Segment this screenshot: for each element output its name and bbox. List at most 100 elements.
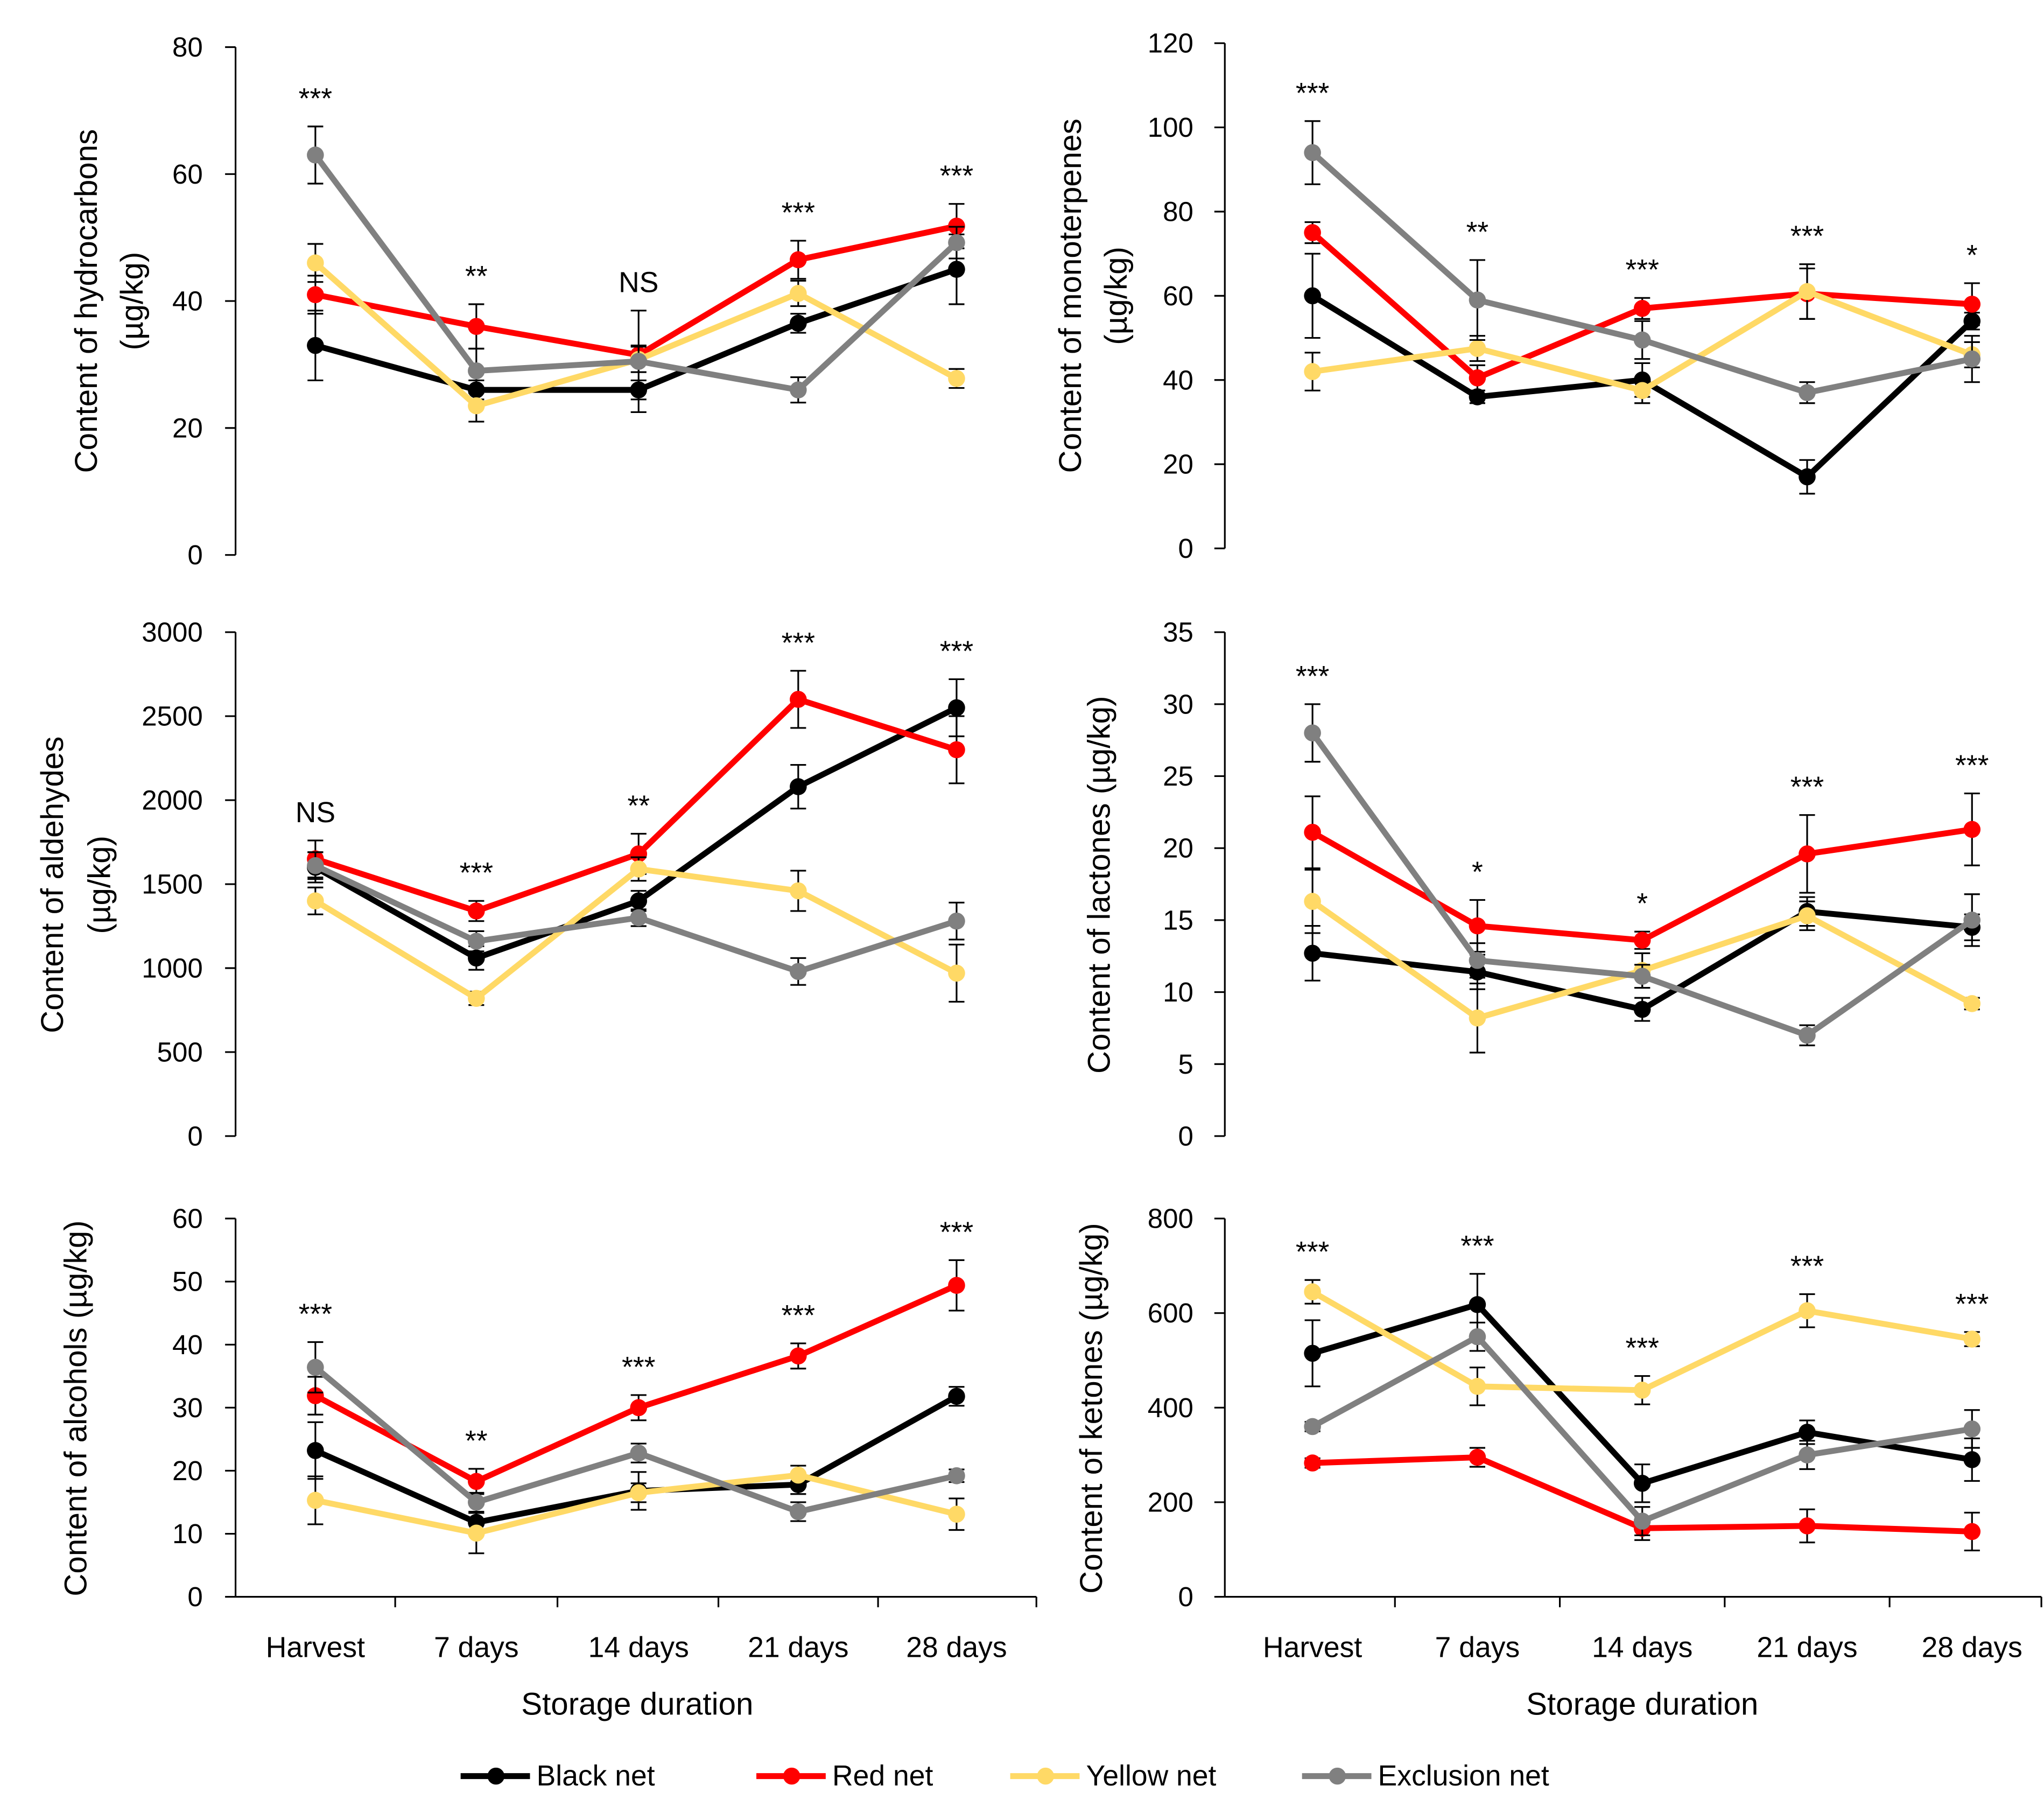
ketones-black-net-point: [1799, 1424, 1816, 1441]
alcohols-x-tick-label: 7 days: [434, 1631, 519, 1663]
alcohols-y-axis-title: Content of alcohols (µg/kg): [59, 1220, 94, 1596]
aldehydes-significance-label: NS: [296, 797, 335, 829]
hydrocarbons-y-axis-title: Content of hydrocarbons: [69, 129, 104, 473]
lactones-series-exclusion-net: [1304, 703, 1981, 1047]
aldehydes-yellow-net-point: [790, 882, 807, 900]
panel-hydrocarbons: 0 20 40 60 80 Content of hydrocarbons (µg/kg) *…: [69, 32, 973, 570]
aldehydes-exclusion-net-point: [790, 963, 807, 980]
alcohols-y-tick-label: 50: [172, 1266, 203, 1297]
lactones-exclusion-net-point: [1304, 724, 1321, 742]
alcohols-y-tick-label: 0: [187, 1581, 202, 1612]
aldehydes-y-axis-title: Content of aldehydes: [35, 737, 70, 1033]
alcohols-red-net-point: [948, 1277, 965, 1294]
lactones-black-net-point: [1304, 944, 1321, 962]
monoterpenes-exclusion-net-point: [1304, 144, 1321, 162]
monoterpenes-red-net-point: [1469, 369, 1486, 387]
lactones-significance-label: ***: [1955, 750, 1989, 782]
monoterpenes-yellow-net-point: [1469, 340, 1486, 357]
hydrocarbons-exclusion-net-point: [790, 381, 807, 398]
hydrocarbons-yellow-net-point: [948, 370, 965, 387]
ketones-red-net-point: [1799, 1517, 1816, 1535]
lactones-exclusion-net-point: [1633, 968, 1651, 985]
ketones-significance-label: ***: [1955, 1288, 1989, 1320]
alcohols-significance-label: ***: [782, 1300, 815, 1332]
alcohols-yellow-net-point: [948, 1505, 965, 1523]
ketones-exclusion-net-point: [1469, 1328, 1486, 1346]
aldehydes-y-tick-label: 500: [157, 1036, 203, 1067]
ketones-exclusion-net-point: [1304, 1418, 1321, 1435]
hydrocarbons-black-net-point: [948, 261, 965, 278]
hydrocarbons-significance-label: ***: [940, 160, 973, 192]
lactones-red-net-point: [1469, 917, 1486, 935]
legend-label: Exclusion net: [1378, 1760, 1549, 1792]
legend-item-black-net: Black net: [460, 1760, 655, 1792]
alcohols-exclusion-net-point: [630, 1444, 648, 1462]
aldehydes-yellow-net-point: [948, 964, 965, 982]
ketones-y-tick-label: 400: [1148, 1392, 1193, 1423]
hydrocarbons-y-tick-label: 20: [172, 412, 203, 443]
aldehydes-red-net-point: [630, 845, 648, 863]
alcohols-red-net-point: [468, 1473, 485, 1490]
monoterpenes-exclusion-net-point: [1469, 291, 1486, 309]
hydrocarbons-y-tick-label: 40: [172, 286, 203, 317]
monoterpenes-black-net-point: [1799, 468, 1816, 486]
ketones-yellow-net-point: [1304, 1283, 1321, 1301]
aldehydes-significance-label: **: [627, 790, 650, 822]
ketones-black-net-point: [1469, 1296, 1486, 1313]
aldehydes-black-net-point: [790, 778, 807, 795]
ketones-significance-label: ***: [1296, 1236, 1329, 1268]
ketones-x-tick-label: 28 days: [1922, 1631, 2022, 1663]
lactones-black-net-point: [1633, 1000, 1651, 1018]
hydrocarbons-significance-label: ***: [299, 83, 332, 115]
legend-item-yellow-net: Yellow net: [1010, 1760, 1217, 1792]
lactones-y-tick-label: 25: [1163, 761, 1193, 792]
ketones-significance-label: ***: [1790, 1251, 1824, 1283]
monoterpenes-exclusion-net-point: [1963, 350, 1981, 368]
ketones-x-tick-label: 7 days: [1435, 1631, 1520, 1663]
monoterpenes-y-tick-label: 20: [1163, 449, 1193, 480]
lactones-y-tick-label: 15: [1163, 905, 1193, 935]
aldehydes-yellow-net-point: [630, 860, 648, 878]
aldehydes-exclusion-net-point: [468, 933, 485, 950]
panel-lactones: 0 5 10 15 20 25 30 35 Content of lactones (µg/kg…: [1081, 617, 1989, 1152]
alcohols-black-net-point: [948, 1388, 965, 1405]
legend-label: Yellow net: [1086, 1760, 1217, 1792]
monoterpenes-significance-label: ***: [1625, 254, 1659, 286]
alcohols-x-tick-label: Harvest: [266, 1631, 365, 1663]
monoterpenes-y-axis-title: Content of monoterpenes: [1053, 118, 1088, 473]
monoterpenes-yellow-net-point: [1799, 283, 1816, 300]
ketones-black-net-point: [1633, 1475, 1651, 1492]
monoterpenes-y-tick-label: 100: [1148, 112, 1193, 143]
legend-label: Red net: [832, 1760, 933, 1792]
ketones-yellow-net-point: [1963, 1330, 1981, 1348]
lactones-y-tick-label: 30: [1163, 689, 1193, 719]
legend-swatch-marker: [783, 1767, 800, 1785]
alcohols-yellow-net-point: [307, 1491, 324, 1509]
lactones-yellow-net-point: [1963, 995, 1981, 1012]
ketones-exclusion-net-point: [1633, 1512, 1651, 1530]
monoterpenes-y-tick-label: 80: [1163, 196, 1193, 227]
alcohols-series-red-net: [307, 1259, 965, 1495]
legend-swatch-marker: [1329, 1767, 1346, 1785]
monoterpenes-series-exclusion-net: [1304, 120, 1981, 404]
lactones-y-tick-label: 20: [1163, 833, 1193, 864]
alcohols-y-tick-label: 30: [172, 1392, 203, 1423]
lactones-exclusion-net-point: [1963, 912, 1981, 929]
monoterpenes-significance-label: ***: [1296, 78, 1329, 109]
hydrocarbons-y-tick-label: 80: [172, 32, 203, 62]
legend-swatch-marker: [487, 1767, 505, 1785]
hydrocarbons-yellow-net-point: [468, 397, 485, 415]
monoterpenes-red-net-point: [1633, 300, 1651, 317]
aldehydes-y-axis-title: (µg/kg): [82, 836, 117, 934]
hydrocarbons-significance-label: **: [465, 261, 488, 292]
monoterpenes-red-net-point: [1304, 224, 1321, 241]
monoterpenes-yellow-net-point: [1304, 363, 1321, 380]
hydrocarbons-red-net-point: [307, 286, 324, 304]
legend-swatch-marker: [1037, 1767, 1055, 1785]
ketones-black-net-point: [1963, 1451, 1981, 1468]
alcohols-black-net-point: [307, 1442, 324, 1459]
hydrocarbons-series-exclusion-net: [307, 125, 965, 413]
monoterpenes-y-tick-label: 120: [1148, 28, 1193, 59]
